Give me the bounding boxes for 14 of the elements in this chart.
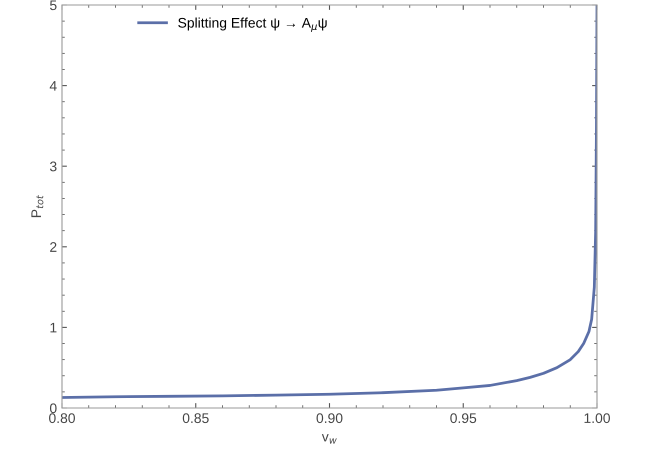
- x-tick-label: 1.00: [584, 413, 610, 424]
- y-tick-label: 2: [50, 242, 56, 252]
- x-tick-label: 0.90: [316, 413, 342, 424]
- y-axis-title: P$_{tot}$: [31, 194, 44, 218]
- x-axis-title: v$_{w}$: [322, 434, 337, 444]
- y-tick-label: 4: [50, 81, 57, 91]
- y-tick-label: 1: [50, 322, 56, 332]
- y-tick-label: 0: [50, 403, 57, 414]
- x-tick-label: 0.85: [182, 413, 209, 424]
- x-tick-label: 0.95: [450, 413, 476, 424]
- y-tick-label: 5: [50, 0, 57, 10]
- legend-label: Splitting Effect ψ → A$_{μ}$ψ: [178, 18, 327, 32]
- y-tick-label: 3: [50, 162, 57, 172]
- x-tick-label: 0.80: [49, 413, 75, 424]
